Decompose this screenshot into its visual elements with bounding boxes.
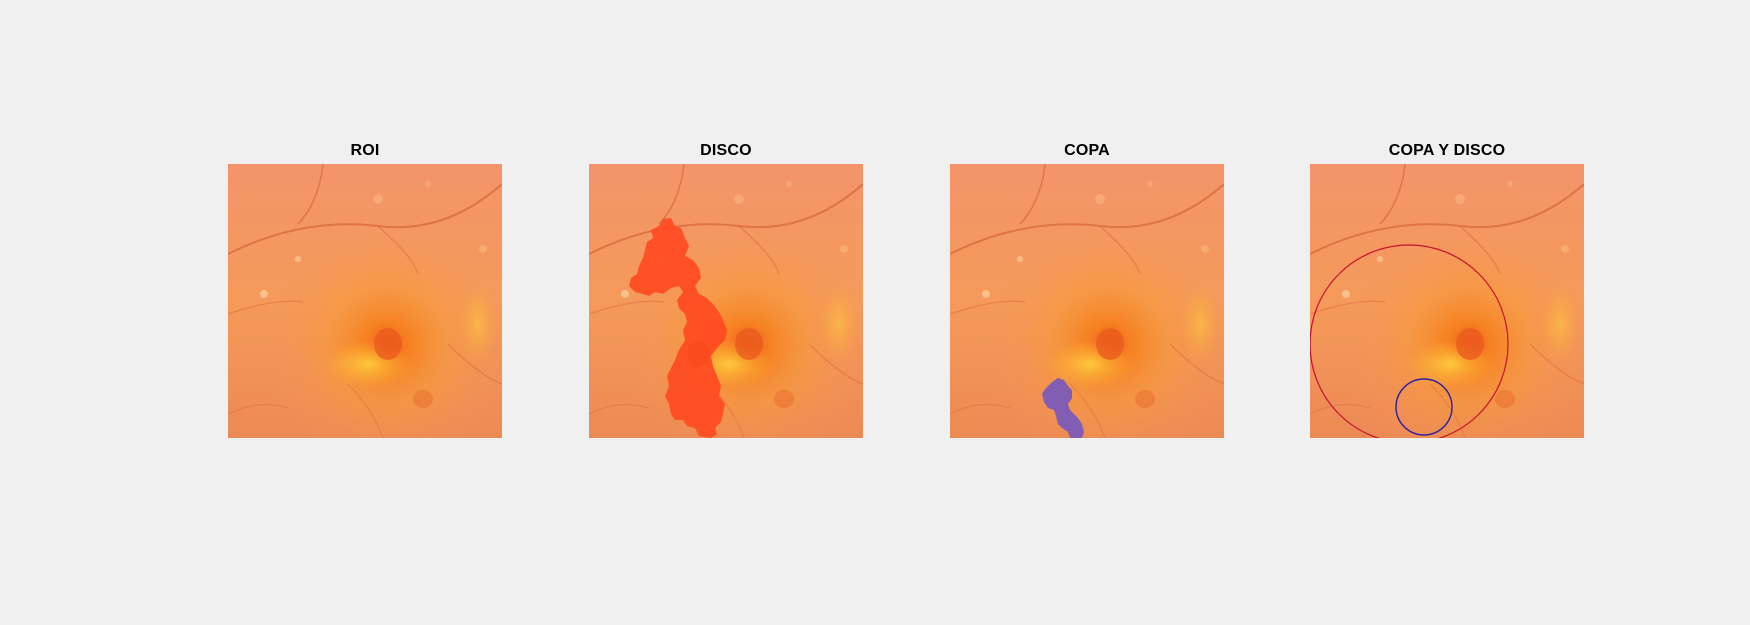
copa-y-disco-image <box>1310 164 1584 438</box>
panel-title-copa-y-disco: COPA Y DISCO <box>1388 142 1506 159</box>
copa-image <box>950 164 1224 438</box>
disco-image <box>589 164 863 438</box>
disc-circle-outline <box>1310 244 1509 438</box>
cup-segmentation-mask <box>1042 378 1084 438</box>
roi-image <box>228 164 502 438</box>
disc-segmentation-mask <box>629 218 727 438</box>
panel-title-copa: COPA <box>1064 142 1110 159</box>
fundus-image-copa <box>950 164 1224 438</box>
fundus-image-disco <box>589 164 863 438</box>
panel-title-roi: ROI <box>350 142 380 159</box>
panel-title-disco: DISCO <box>700 142 752 159</box>
cup-circle-outline <box>1395 378 1453 436</box>
fundus-image-copa-y-disco <box>1310 164 1584 438</box>
fundus-image-roi <box>228 164 502 438</box>
